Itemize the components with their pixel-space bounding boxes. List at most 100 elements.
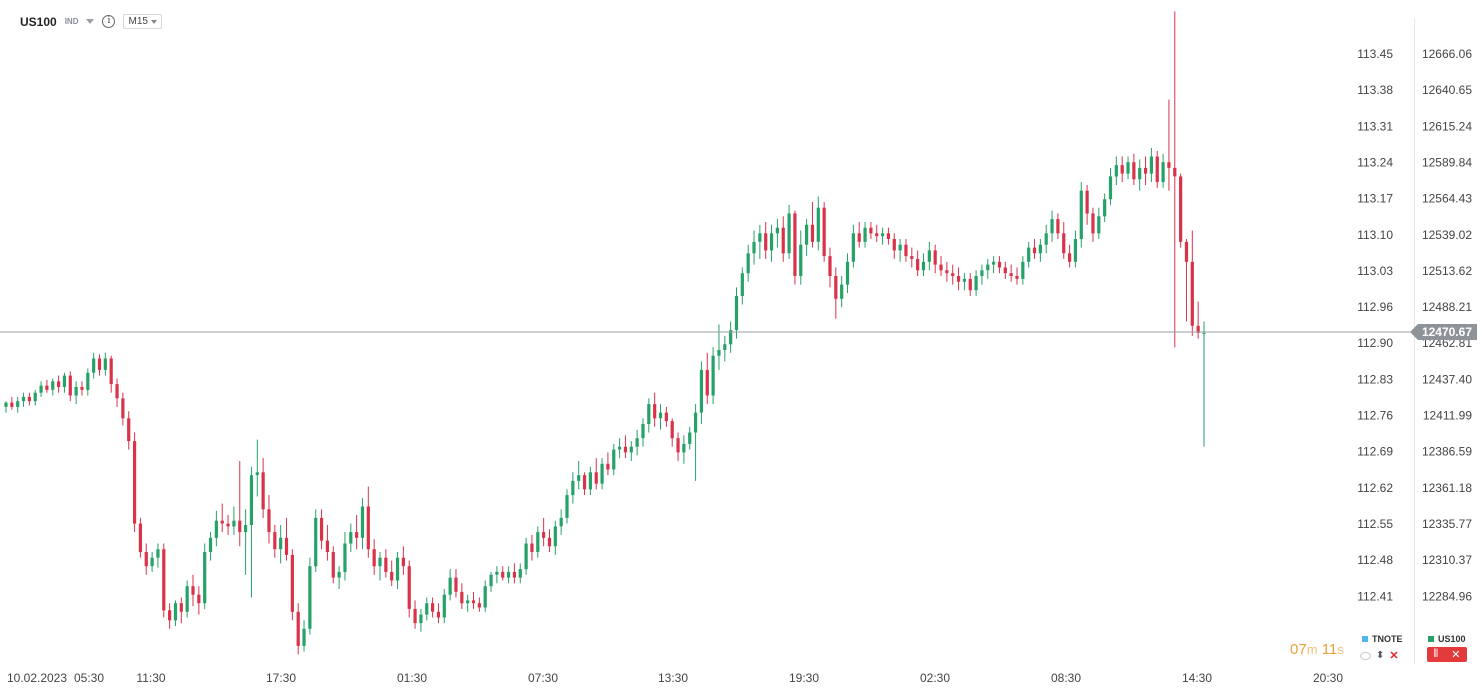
x-axis-tick-label: 10.02.2023	[7, 671, 67, 685]
candle-body	[723, 344, 727, 350]
candle-body	[162, 549, 166, 611]
candle-body	[1003, 267, 1007, 274]
candle-body	[828, 256, 832, 276]
candle-body	[752, 241, 756, 254]
candle-body	[1138, 167, 1142, 180]
candle-body	[273, 532, 277, 550]
candle-body	[565, 495, 569, 518]
candle-body	[337, 571, 341, 578]
candle-body	[506, 571, 511, 578]
candle-body	[92, 358, 96, 373]
tnote-axis-tick-label: 113.24	[1357, 155, 1393, 169]
candle-body	[512, 571, 517, 578]
candle-body	[699, 369, 704, 413]
candle-body	[863, 227, 867, 242]
countdown-seconds: 11	[1321, 641, 1338, 658]
candle-body	[997, 261, 1002, 268]
candle-body	[1132, 162, 1136, 180]
candle-body	[635, 438, 639, 447]
candle-body	[805, 224, 809, 245]
candle-body	[366, 506, 370, 550]
candle-body	[51, 381, 55, 390]
candle-body	[571, 480, 575, 496]
us100-axis-tick-label: 12564.43	[1422, 192, 1472, 206]
tnote-axis-tick-label: 112.48	[1357, 553, 1393, 567]
candle-body	[1167, 162, 1171, 168]
candle-body	[314, 517, 318, 567]
symbol-dropdown-icon[interactable]	[86, 19, 95, 24]
candles-icon[interactable]: ⫴	[1433, 648, 1439, 660]
close-icon[interactable]: ✕	[1389, 650, 1399, 662]
us100-axis-tick-label: 12335.77	[1422, 517, 1472, 531]
us100-axis-tick-label: 12361.18	[1422, 481, 1472, 495]
close-icon[interactable]: ✕	[1451, 649, 1461, 661]
x-axis-tick-label: 19:30	[789, 671, 819, 685]
candle-body	[1044, 233, 1048, 245]
candle-body	[1079, 190, 1083, 240]
candle-body	[448, 577, 452, 595]
candle-body	[243, 525, 248, 533]
candle-body	[255, 472, 259, 476]
x-axis-tick-label: 05:30	[74, 671, 104, 685]
candle-body	[1173, 167, 1177, 177]
candle-body	[395, 557, 400, 581]
eye-icon[interactable]	[1360, 651, 1371, 660]
candle-body	[238, 520, 242, 533]
candle-body	[951, 273, 955, 276]
us100-axis-tick-label: 12640.65	[1422, 83, 1472, 97]
candle-body	[214, 520, 218, 538]
candle-body	[1190, 261, 1194, 326]
candle-body	[197, 594, 201, 604]
candle-body	[442, 594, 446, 618]
candle-body	[536, 532, 540, 552]
candle-body	[127, 418, 131, 442]
legend-item-us100[interactable]: US100	[1428, 634, 1466, 644]
candle-body	[1015, 276, 1019, 279]
candle-body	[840, 284, 844, 299]
x-axis-tick-label: 13:30	[658, 671, 688, 685]
chevron-down-icon	[150, 19, 157, 24]
candle-body	[816, 207, 820, 242]
candle-body	[647, 404, 651, 424]
x-axis-tick-label: 20:30	[1313, 671, 1343, 685]
candle-body	[431, 603, 435, 612]
candle-body	[682, 443, 686, 453]
tnote-controls: ⬍ ✕	[1360, 649, 1399, 662]
candle-body	[436, 611, 441, 618]
candle-body	[921, 261, 926, 271]
countdown-minutes: 07	[1290, 641, 1307, 658]
legend-swatch-icon	[1428, 636, 1434, 642]
reorder-arrows-icon[interactable]: ⬍	[1376, 650, 1385, 661]
us100-axis-tick-label: 12488.21	[1422, 300, 1472, 314]
candle-body	[413, 608, 417, 624]
candle-body	[1161, 162, 1165, 183]
candle-body	[384, 557, 388, 572]
candle-body	[378, 557, 382, 567]
candle-body	[45, 385, 49, 390]
timeframe-label: M15	[128, 16, 148, 27]
tnote-axis-tick-label: 112.62	[1357, 481, 1393, 495]
us100-axis-tick-label: 12310.37	[1422, 553, 1472, 567]
candle-body	[185, 586, 189, 612]
legend-item-tnote[interactable]: TNOTE	[1362, 634, 1403, 644]
info-icon[interactable]: i	[102, 15, 116, 28]
candle-body	[279, 537, 283, 550]
candle-body	[10, 402, 14, 407]
candle-body	[80, 387, 84, 390]
candle-body	[542, 532, 546, 538]
timeframe-selector[interactable]: M15	[123, 14, 162, 29]
candle-body	[664, 412, 668, 422]
us100-controls[interactable]: ⫴ ✕	[1427, 647, 1467, 662]
candle-body	[1062, 233, 1066, 254]
candle-body	[734, 295, 739, 330]
candle-body	[401, 557, 405, 567]
us100-axis-tick-label: 12437.40	[1422, 372, 1472, 386]
candle-body	[290, 554, 294, 612]
candle-body	[623, 446, 628, 453]
candle-body	[261, 472, 265, 510]
candle-body	[729, 330, 733, 345]
candle-body	[156, 549, 160, 558]
x-axis-tick-label: 01:30	[397, 671, 427, 685]
candle-body	[16, 401, 20, 407]
